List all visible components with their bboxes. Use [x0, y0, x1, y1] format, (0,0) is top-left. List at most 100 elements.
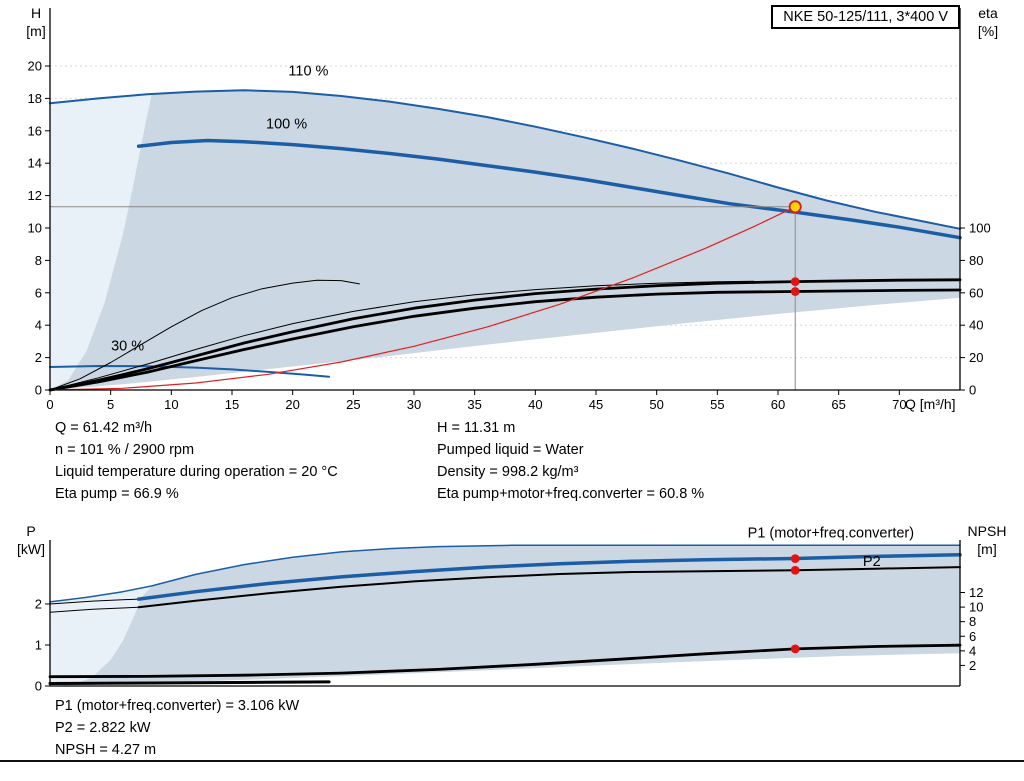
label-p1: P1 (motor+freq.converter): [748, 526, 914, 542]
y-left-tick-label: 8: [35, 253, 42, 268]
p-axis-label: P [kW]: [8, 522, 54, 558]
duty-info-right: H = 11.31 m Pumped liquid = Water Densit…: [437, 417, 704, 505]
info-line-eta-total: Eta pump+motor+freq.converter = 60.8 %: [437, 486, 705, 502]
p-30pct-curve: [48, 680, 331, 685]
y-left-tick-label: 20: [28, 58, 42, 73]
eta-axis-label: eta [%]: [966, 4, 1010, 40]
eta-total-curve: [48, 288, 962, 392]
info-line-eta-pump: Eta pump = 66.9 %: [55, 486, 179, 502]
y-left-tick-label: 1: [35, 637, 42, 652]
q-axis-label: Q [m³/h]: [905, 396, 956, 412]
x-tick-label: 15: [225, 397, 239, 412]
y-left-tick-label: 0: [35, 383, 42, 398]
info-line-flow: Q = 61.42 m³/h: [55, 420, 153, 436]
pump-title: NKE 50-125/111, 3*400 V: [783, 9, 948, 25]
p1-dot: [790, 554, 800, 564]
eta-pump-curve: [48, 278, 962, 392]
h-axis-label: H [m]: [16, 4, 56, 40]
info-line-npsh: NPSH = 4.27 m: [55, 742, 157, 758]
y-right-tick-label: 20: [969, 350, 983, 365]
eta-axis-label-unit: [%]: [977, 23, 999, 39]
npsh-axis-label: NPSH [m]: [958, 522, 1016, 558]
p1-curve: [136, 553, 962, 601]
power-info: P1 (motor+freq.converter) = 3.106 kW P2 …: [55, 695, 299, 761]
y-left-tick-label: 2: [35, 350, 42, 365]
operating-envelope: [50, 90, 960, 391]
eta-total-dot: [790, 287, 800, 296]
y-right-tick-label: 40: [969, 318, 983, 333]
y-left-tick-label: 4: [35, 318, 42, 333]
y-left-tick-label: 0: [35, 679, 42, 694]
eta-axis-label-symbol: eta: [978, 5, 998, 21]
h-axis-label-symbol: H: [30, 5, 42, 21]
eta-thin-curve: [49, 280, 755, 391]
duty-point-marker[interactable]: [788, 200, 802, 214]
x-tick-label: 25: [346, 397, 360, 412]
label-p2: P2: [863, 554, 881, 570]
p2-curve: [137, 566, 961, 609]
y-left-tick-label: 2: [35, 596, 42, 611]
npsh-axis-label-unit: [m]: [977, 541, 997, 557]
x-tick-label: 65: [831, 397, 845, 412]
info-line-density: Density = 998.2 kg/m³: [437, 464, 579, 480]
p-axis-label-symbol: P: [26, 523, 36, 539]
pump-title-box: NKE 50-125/111, 3*400 V: [771, 5, 960, 29]
h-axis-label-unit: [m]: [26, 23, 46, 39]
y-right-tick-label: 60: [969, 285, 983, 300]
y-right-tick-label: 80: [969, 253, 983, 268]
x-tick-label: 35: [467, 397, 481, 412]
info-line-speed: n = 101 % / 2900 rpm: [55, 442, 195, 458]
p-axis-label-unit: [kW]: [17, 541, 45, 557]
x-tick-label: 45: [589, 397, 603, 412]
y-right-tick-label: 12: [969, 585, 983, 600]
x-tick-label: 70: [892, 397, 906, 412]
y-right-tick-label: 4: [969, 643, 976, 658]
y-left-tick-label: 10: [28, 220, 42, 235]
x-tick-label: 30: [407, 397, 421, 412]
npsh-dot: [790, 644, 800, 654]
y-right-tick-label: 10: [969, 600, 983, 615]
y-left-tick-label: 18: [28, 91, 42, 106]
low-flow-region: [50, 93, 152, 391]
npsh-curve: [48, 643, 962, 679]
x-tick-label: 50: [649, 397, 663, 412]
npsh-axis-label-symbol: NPSH: [967, 523, 1007, 539]
bottom-divider: [0, 760, 1024, 762]
y-left-tick-label: 14: [28, 156, 42, 171]
x-tick-label: 5: [107, 397, 114, 412]
curve-30pct: [49, 365, 331, 378]
info-line-head: H = 11.31 m: [437, 420, 516, 436]
y-right-tick-label: 2: [969, 658, 976, 673]
x-tick-label: 40: [528, 397, 542, 412]
info-line-temperature: Liquid temperature during operation = 20…: [55, 464, 338, 480]
y-right-tick-label: 6: [969, 629, 976, 644]
p2-dot: [790, 565, 800, 575]
x-tick-label: 10: [164, 397, 178, 412]
x-tick-label: 60: [771, 397, 785, 412]
label-100pct: 100 %: [266, 116, 307, 132]
info-line-liquid: Pumped liquid = Water: [437, 442, 584, 458]
y-left-tick-label: 12: [28, 188, 42, 203]
info-line-p1: P1 (motor+freq.converter) = 3.106 kW: [55, 698, 300, 714]
y-left-tick-label: 6: [35, 285, 42, 300]
eta-pump-dot: [790, 277, 800, 287]
info-line-p2: P2 = 2.822 kW: [55, 720, 151, 736]
hq-eta-chart: 0 5 10 15 20 25 30 35 40 45 50 55 60 65 70 0 2 4 6 8 10 12 14 1…: [28, 8, 991, 412]
x-tick-label: 0: [46, 397, 53, 412]
curve-100pct: [136, 138, 962, 240]
system-curve: [49, 206, 796, 391]
label-30pct: 30 %: [111, 338, 144, 354]
y-right-tick-label: 8: [969, 614, 976, 629]
x-tick-label: 55: [710, 397, 724, 412]
y-right-tick-label: 100: [969, 220, 991, 235]
p1-leadin-curve: [49, 598, 140, 605]
y-left-tick-label: 16: [28, 123, 42, 138]
x-tick-label: 20: [285, 397, 299, 412]
label-110pct: 110 %: [288, 64, 328, 80]
p2-leadin-curve: [49, 606, 140, 613]
y-right-tick-label: 0: [969, 383, 976, 398]
curve-110pct: [49, 89, 961, 230]
